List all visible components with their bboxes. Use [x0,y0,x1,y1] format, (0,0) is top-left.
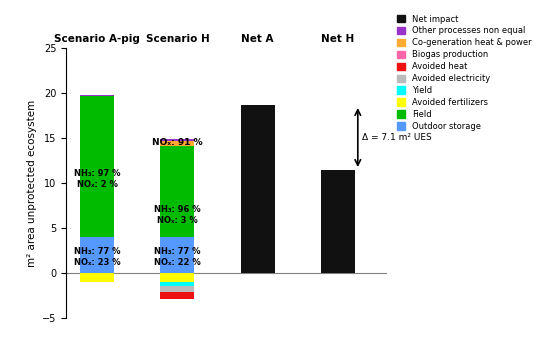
Bar [160,139,194,141]
Bar [80,237,114,273]
Bar [160,292,194,299]
Bar [241,105,274,273]
Bar [80,95,114,96]
Bar [160,141,194,146]
Bar [160,146,194,237]
Text: NH₃: 77 %
NOₓ: 23 %: NH₃: 77 % NOₓ: 23 % [74,247,121,267]
Text: NH₃: 96 %
NOₓ: 3 %: NH₃: 96 % NOₓ: 3 % [154,205,201,225]
Y-axis label: m² area unprotected ecosystem: m² area unprotected ecosystem [27,100,36,267]
Bar [321,170,354,273]
Text: NOₓ: 91 %: NOₓ: 91 % [152,138,203,147]
Bar [160,282,194,286]
Text: Δ = 7.1 m² UES: Δ = 7.1 m² UES [362,133,432,142]
Bar [80,96,114,237]
Text: NH₃: 97 %
NOₓ: 2 %: NH₃: 97 % NOₓ: 2 % [74,169,121,189]
Bar [160,286,194,292]
Bar [160,237,194,273]
Legend: Net impact, Other processes non equal, Co-generation heat & power, Biogas produc: Net impact, Other processes non equal, C… [397,15,531,131]
Text: NH₃: 77 %
NOₓ: 22 %: NH₃: 77 % NOₓ: 22 % [154,247,201,267]
Bar [80,273,114,282]
Bar [160,273,194,282]
